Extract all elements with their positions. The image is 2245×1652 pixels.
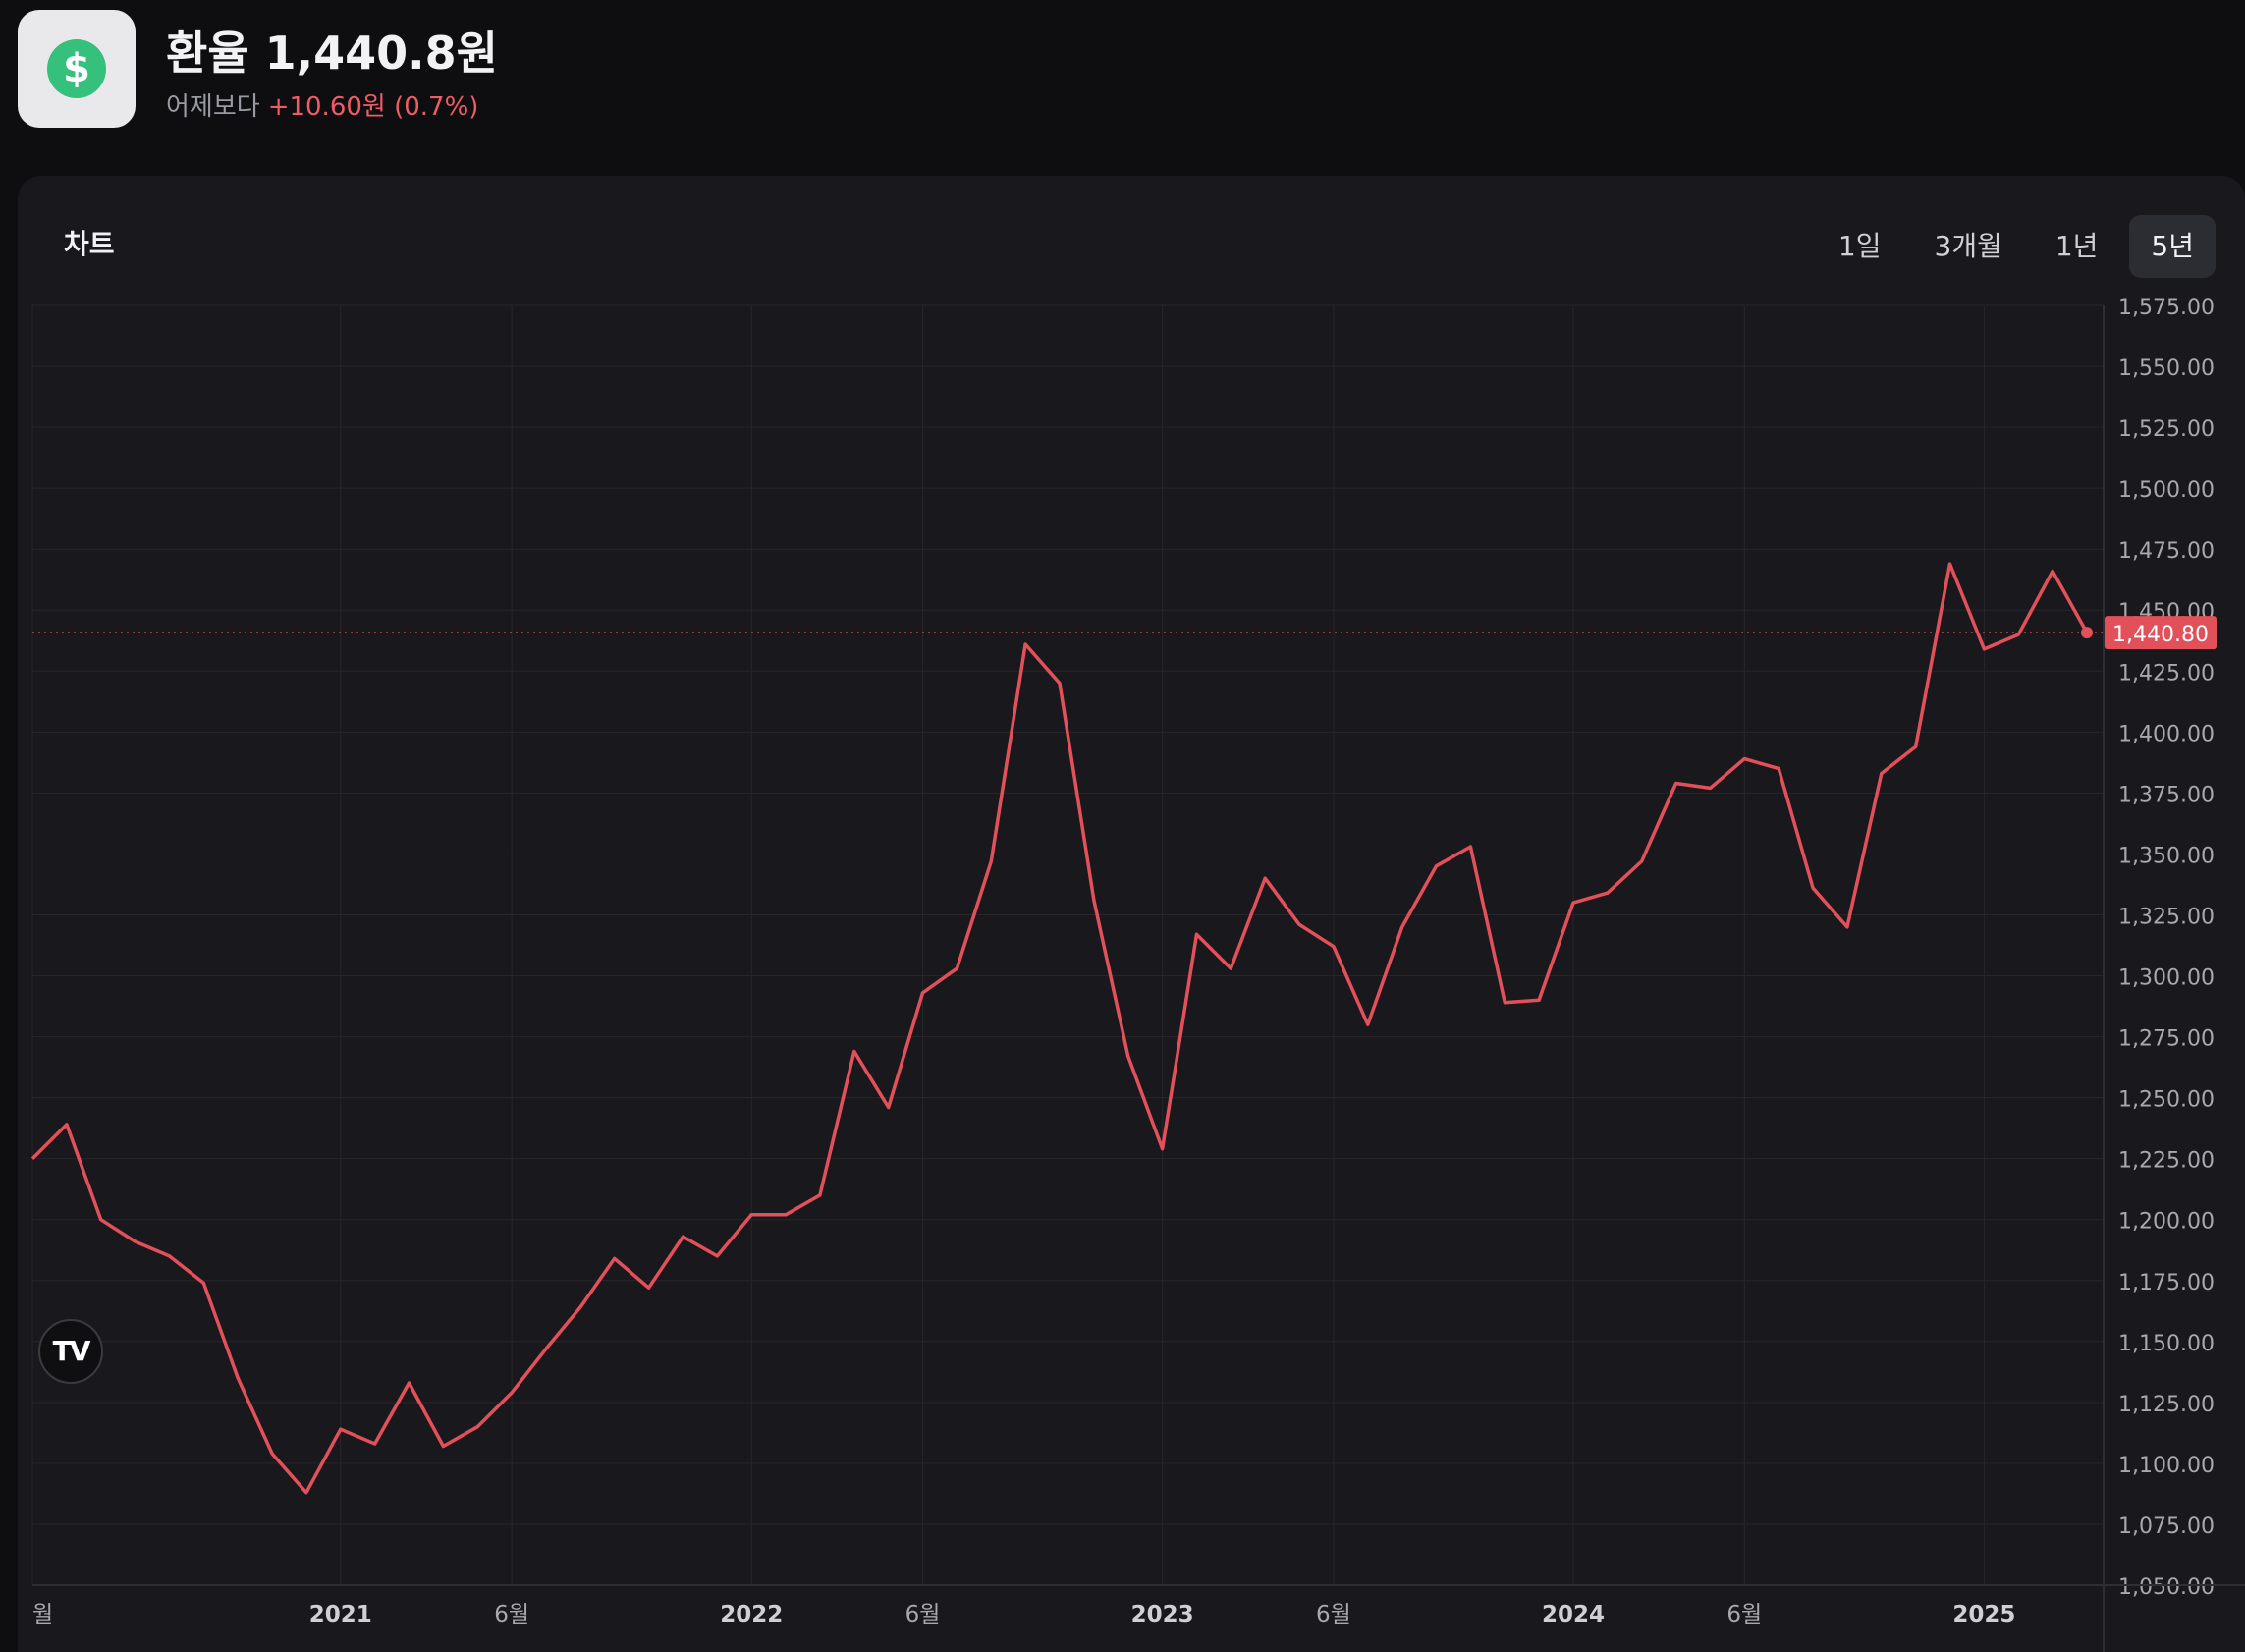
series-line <box>30 562 2089 1495</box>
y-tick-label: 1,375.00 <box>2118 783 2215 807</box>
y-tick-label: 1,100.00 <box>2118 1454 2215 1478</box>
currency-logo: $ <box>18 10 136 128</box>
last-value-label: 1,440.80 <box>2112 623 2209 647</box>
x-tick-label: 2023 <box>1131 1602 1194 1627</box>
y-tick-label: 1,225.00 <box>2118 1149 2215 1174</box>
y-tick-label: 1,200.00 <box>2118 1210 2215 1235</box>
y-tick-label: 1,400.00 <box>2118 722 2215 746</box>
last-point-marker <box>2081 627 2093 639</box>
y-tick-label: 1,500.00 <box>2118 478 2215 503</box>
x-tick-label: 2025 <box>1952 1602 2015 1627</box>
x-tick-label: 2022 <box>720 1602 783 1627</box>
tab-1y[interactable]: 1년 <box>2054 230 2099 262</box>
x-tick-label: 2021 <box>309 1602 372 1627</box>
y-tick-label: 1,050.00 <box>2118 1575 2215 1600</box>
y-tick-label: 1,350.00 <box>2118 844 2215 868</box>
y-tick-label: 1,425.00 <box>2118 661 2215 686</box>
x-tick-label: 6월 <box>1316 1602 1351 1627</box>
y-tick-label: 1,325.00 <box>2118 905 2215 929</box>
page-title: 환율 1,440.8원 <box>166 27 498 80</box>
y-tick-label: 1,300.00 <box>2118 966 2215 991</box>
header: $ 환율 1,440.8원 어제보다 +10.60원 (0.7%) <box>18 10 902 128</box>
x-tick-label: 2024 <box>1542 1602 1605 1627</box>
y-tick-label: 1,075.00 <box>2118 1514 2215 1539</box>
change-summary: 어제보다 +10.60원 (0.7%) <box>166 86 478 123</box>
dollar-icon: $ <box>47 39 106 98</box>
change-value: +10.60원 (0.7%) <box>267 92 479 122</box>
tab-3m[interactable]: 3개월 <box>1934 230 2002 262</box>
tradingview-logo-icon[interactable]: TV <box>38 1319 103 1384</box>
y-tick-label: 1,475.00 <box>2118 539 2215 564</box>
y-tick-label: 1,125.00 <box>2118 1393 2215 1417</box>
y-tick-label: 1,525.00 <box>2118 417 2215 442</box>
last-value-badge <box>2105 616 2217 650</box>
tab-5y[interactable]: 5년 <box>2129 215 2216 278</box>
x-tick-label: 월 <box>32 1602 53 1627</box>
x-tick-label: 6월 <box>905 1602 941 1627</box>
x-tick-label: 6월 <box>494 1602 529 1627</box>
y-tick-label: 1,575.00 <box>2118 296 2215 320</box>
x-tick-label: 6월 <box>1726 1602 1762 1627</box>
y-tick-label: 1,150.00 <box>2118 1332 2215 1356</box>
y-tick-label: 1,550.00 <box>2118 357 2215 381</box>
y-tick-label: 1,250.00 <box>2118 1088 2215 1113</box>
tab-1d[interactable]: 1일 <box>1837 230 1882 262</box>
period-tabs: 1일 3개월 1년 5년 <box>1807 215 2216 278</box>
chart-card-title: 차트 <box>64 228 115 260</box>
y-tick-label: 1,175.00 <box>2118 1271 2215 1295</box>
y-tick-label: 1,275.00 <box>2118 1027 2215 1052</box>
compare-label: 어제보다 <box>166 92 260 122</box>
chart-card: 차트 1일 3개월 1년 5년 <box>18 176 2245 1652</box>
